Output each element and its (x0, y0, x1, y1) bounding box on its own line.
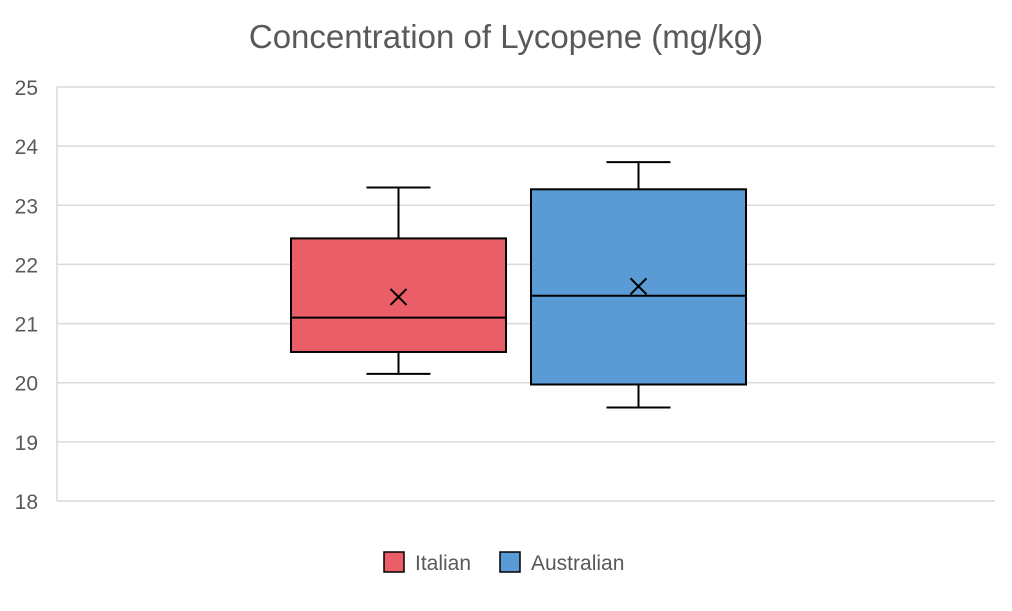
legend-item-australian: Australian (499, 551, 624, 575)
y-tick-label: 23 (15, 195, 38, 218)
box-australian (530, 161, 747, 409)
legend-swatch (383, 551, 405, 573)
y-axis-tick-labels: 18 19 20 21 22 23 24 25 (15, 77, 39, 514)
y-tick-label: 21 (15, 314, 38, 337)
y-tick-label: 19 (15, 432, 38, 455)
y-tick-label: 25 (15, 77, 38, 100)
legend-swatch (499, 551, 521, 573)
legend-item-italian: Italian (383, 551, 471, 575)
y-tick-label: 22 (15, 254, 38, 277)
mean-marker (389, 288, 408, 306)
chart-title: Concentration of Lycopene (mg/kg) (249, 18, 763, 55)
y-tick-label: 18 (15, 491, 38, 514)
box-italian (290, 186, 507, 375)
mean-marker-stroke-b (629, 277, 648, 296)
legend-label: Australian (531, 552, 624, 575)
iqr-box (290, 237, 507, 353)
box-plot-series (290, 161, 747, 409)
legend: Italian Australian (383, 551, 624, 575)
mean-marker (629, 277, 648, 296)
y-tick-label: 24 (15, 136, 39, 159)
gridlines (56, 86, 995, 502)
mean-marker-stroke-b (389, 288, 408, 306)
legend-label: Italian (415, 552, 471, 575)
y-tick-label: 20 (15, 373, 38, 396)
